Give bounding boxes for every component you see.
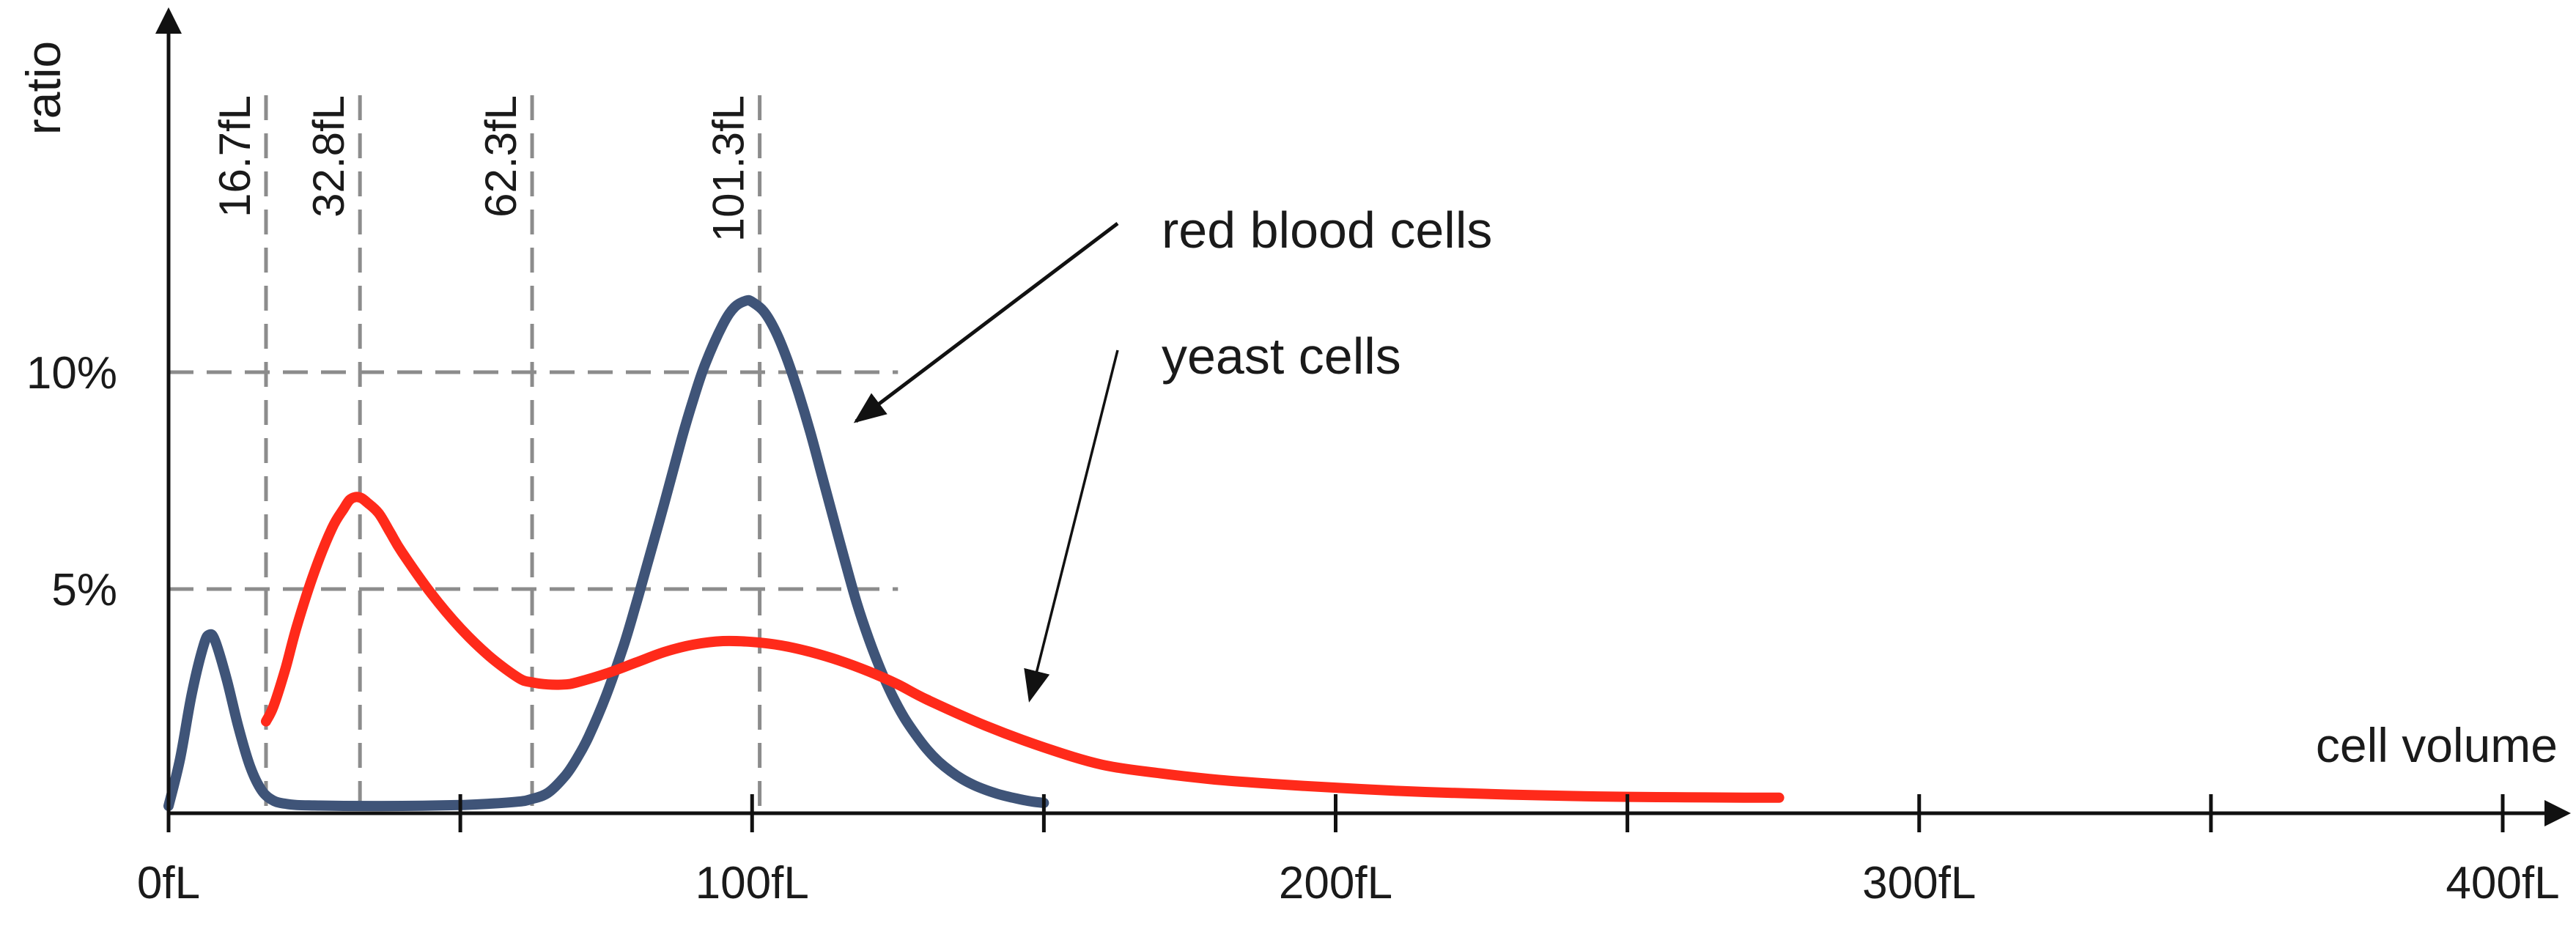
threshold-label-4: 101.3fL (704, 95, 753, 242)
x-tick-label-2: 100fL (695, 858, 809, 908)
annotation-red-blood-cells-arrow (853, 222, 1119, 423)
threshold-label-2: 32.8fL (304, 95, 353, 218)
annotation-yeast-cells-arrow (1024, 349, 1119, 703)
x-axis-title: cell volume (2316, 718, 2558, 772)
annotation-red-blood-cells-label: red blood cells (1162, 201, 1492, 259)
x-tick-label-5: 400fL (2446, 858, 2559, 908)
annotation-yeast-cells-label: yeast cells (1162, 327, 1401, 385)
y-axis-arrow-icon (155, 7, 182, 34)
y-axis-title: ratio (16, 41, 70, 135)
y-tick-label-2: 10% (26, 348, 117, 399)
threshold-label-1: 16.7fL (210, 95, 259, 218)
y-tick-label-1: 5% (51, 565, 117, 615)
threshold-label-3: 62.3fL (476, 95, 525, 218)
series-line-red-blood-cells (163, 295, 1049, 812)
x-tick-label-3: 200fL (1279, 858, 1392, 908)
x-axis-arrow-icon (2544, 800, 2571, 826)
x-tick-label-1: 0fL (137, 858, 200, 908)
x-tick-label-4: 300fL (1862, 858, 1976, 908)
series-line-yeast-cells (261, 492, 1785, 803)
